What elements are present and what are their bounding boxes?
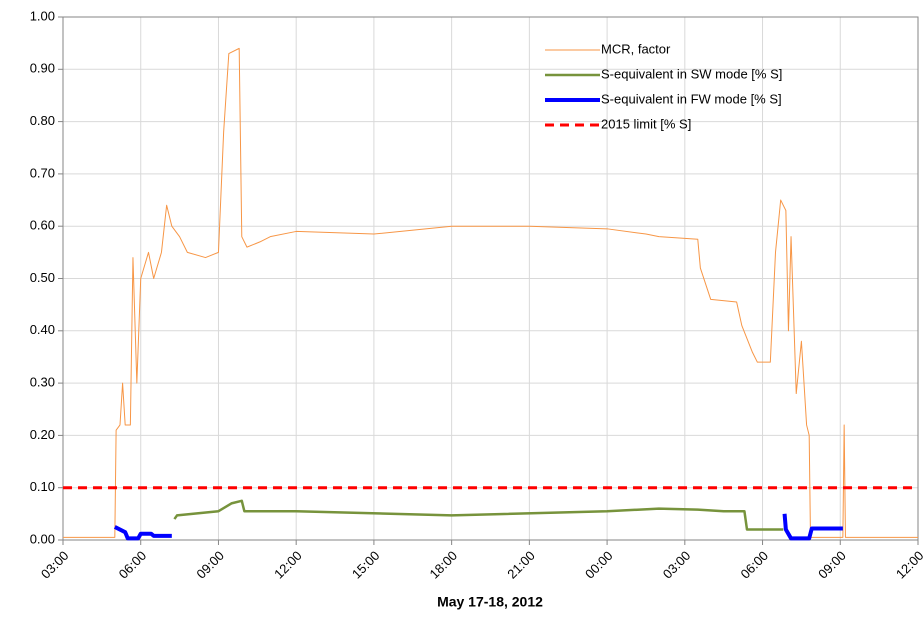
y-tick-label: 0.30: [30, 375, 55, 390]
y-tick-label: 0.70: [30, 165, 55, 180]
y-tick-label: 0.90: [30, 61, 55, 76]
y-tick-label: 0.10: [30, 479, 55, 494]
plot-border: [62, 16, 919, 541]
y-tick-label: 0.80: [30, 113, 55, 128]
x-tick-label: 09:00: [815, 548, 849, 582]
legend-label: S-equivalent in FW mode [% S]: [601, 91, 782, 106]
legend-label: S-equivalent in SW mode [% S]: [601, 66, 782, 81]
y-tick-label: 0.50: [30, 270, 55, 285]
y-tick-label: 0.60: [30, 218, 55, 233]
x-tick-label: 12:00: [271, 548, 305, 582]
x-tick-label: 15:00: [349, 548, 383, 582]
x-tick-label: 21:00: [504, 548, 538, 582]
x-tick-label: 18:00: [427, 548, 461, 582]
x-tick-label: 00:00: [582, 548, 616, 582]
x-tick-label: 09:00: [193, 548, 227, 582]
legend-label: 2015 limit [% S]: [601, 116, 691, 131]
x-tick-label: 03:00: [660, 548, 694, 582]
x-tick-label: 12:00: [893, 548, 924, 582]
y-tick-label: 1.00: [30, 8, 55, 23]
y-tick-label: 0.40: [30, 322, 55, 337]
x-tick-label: 03:00: [38, 548, 72, 582]
x-tick-label: 06:00: [116, 548, 150, 582]
legend-label: MCR, factor: [601, 41, 671, 56]
series-line: [63, 47, 918, 538]
x-tick-label: 06:00: [737, 548, 771, 582]
y-tick-label: 0.20: [30, 427, 55, 442]
y-tick-label: 0.00: [30, 531, 55, 546]
series-line: [113, 513, 843, 541]
x-axis-title: May 17-18, 2012: [437, 594, 543, 610]
series-line: [173, 499, 784, 531]
